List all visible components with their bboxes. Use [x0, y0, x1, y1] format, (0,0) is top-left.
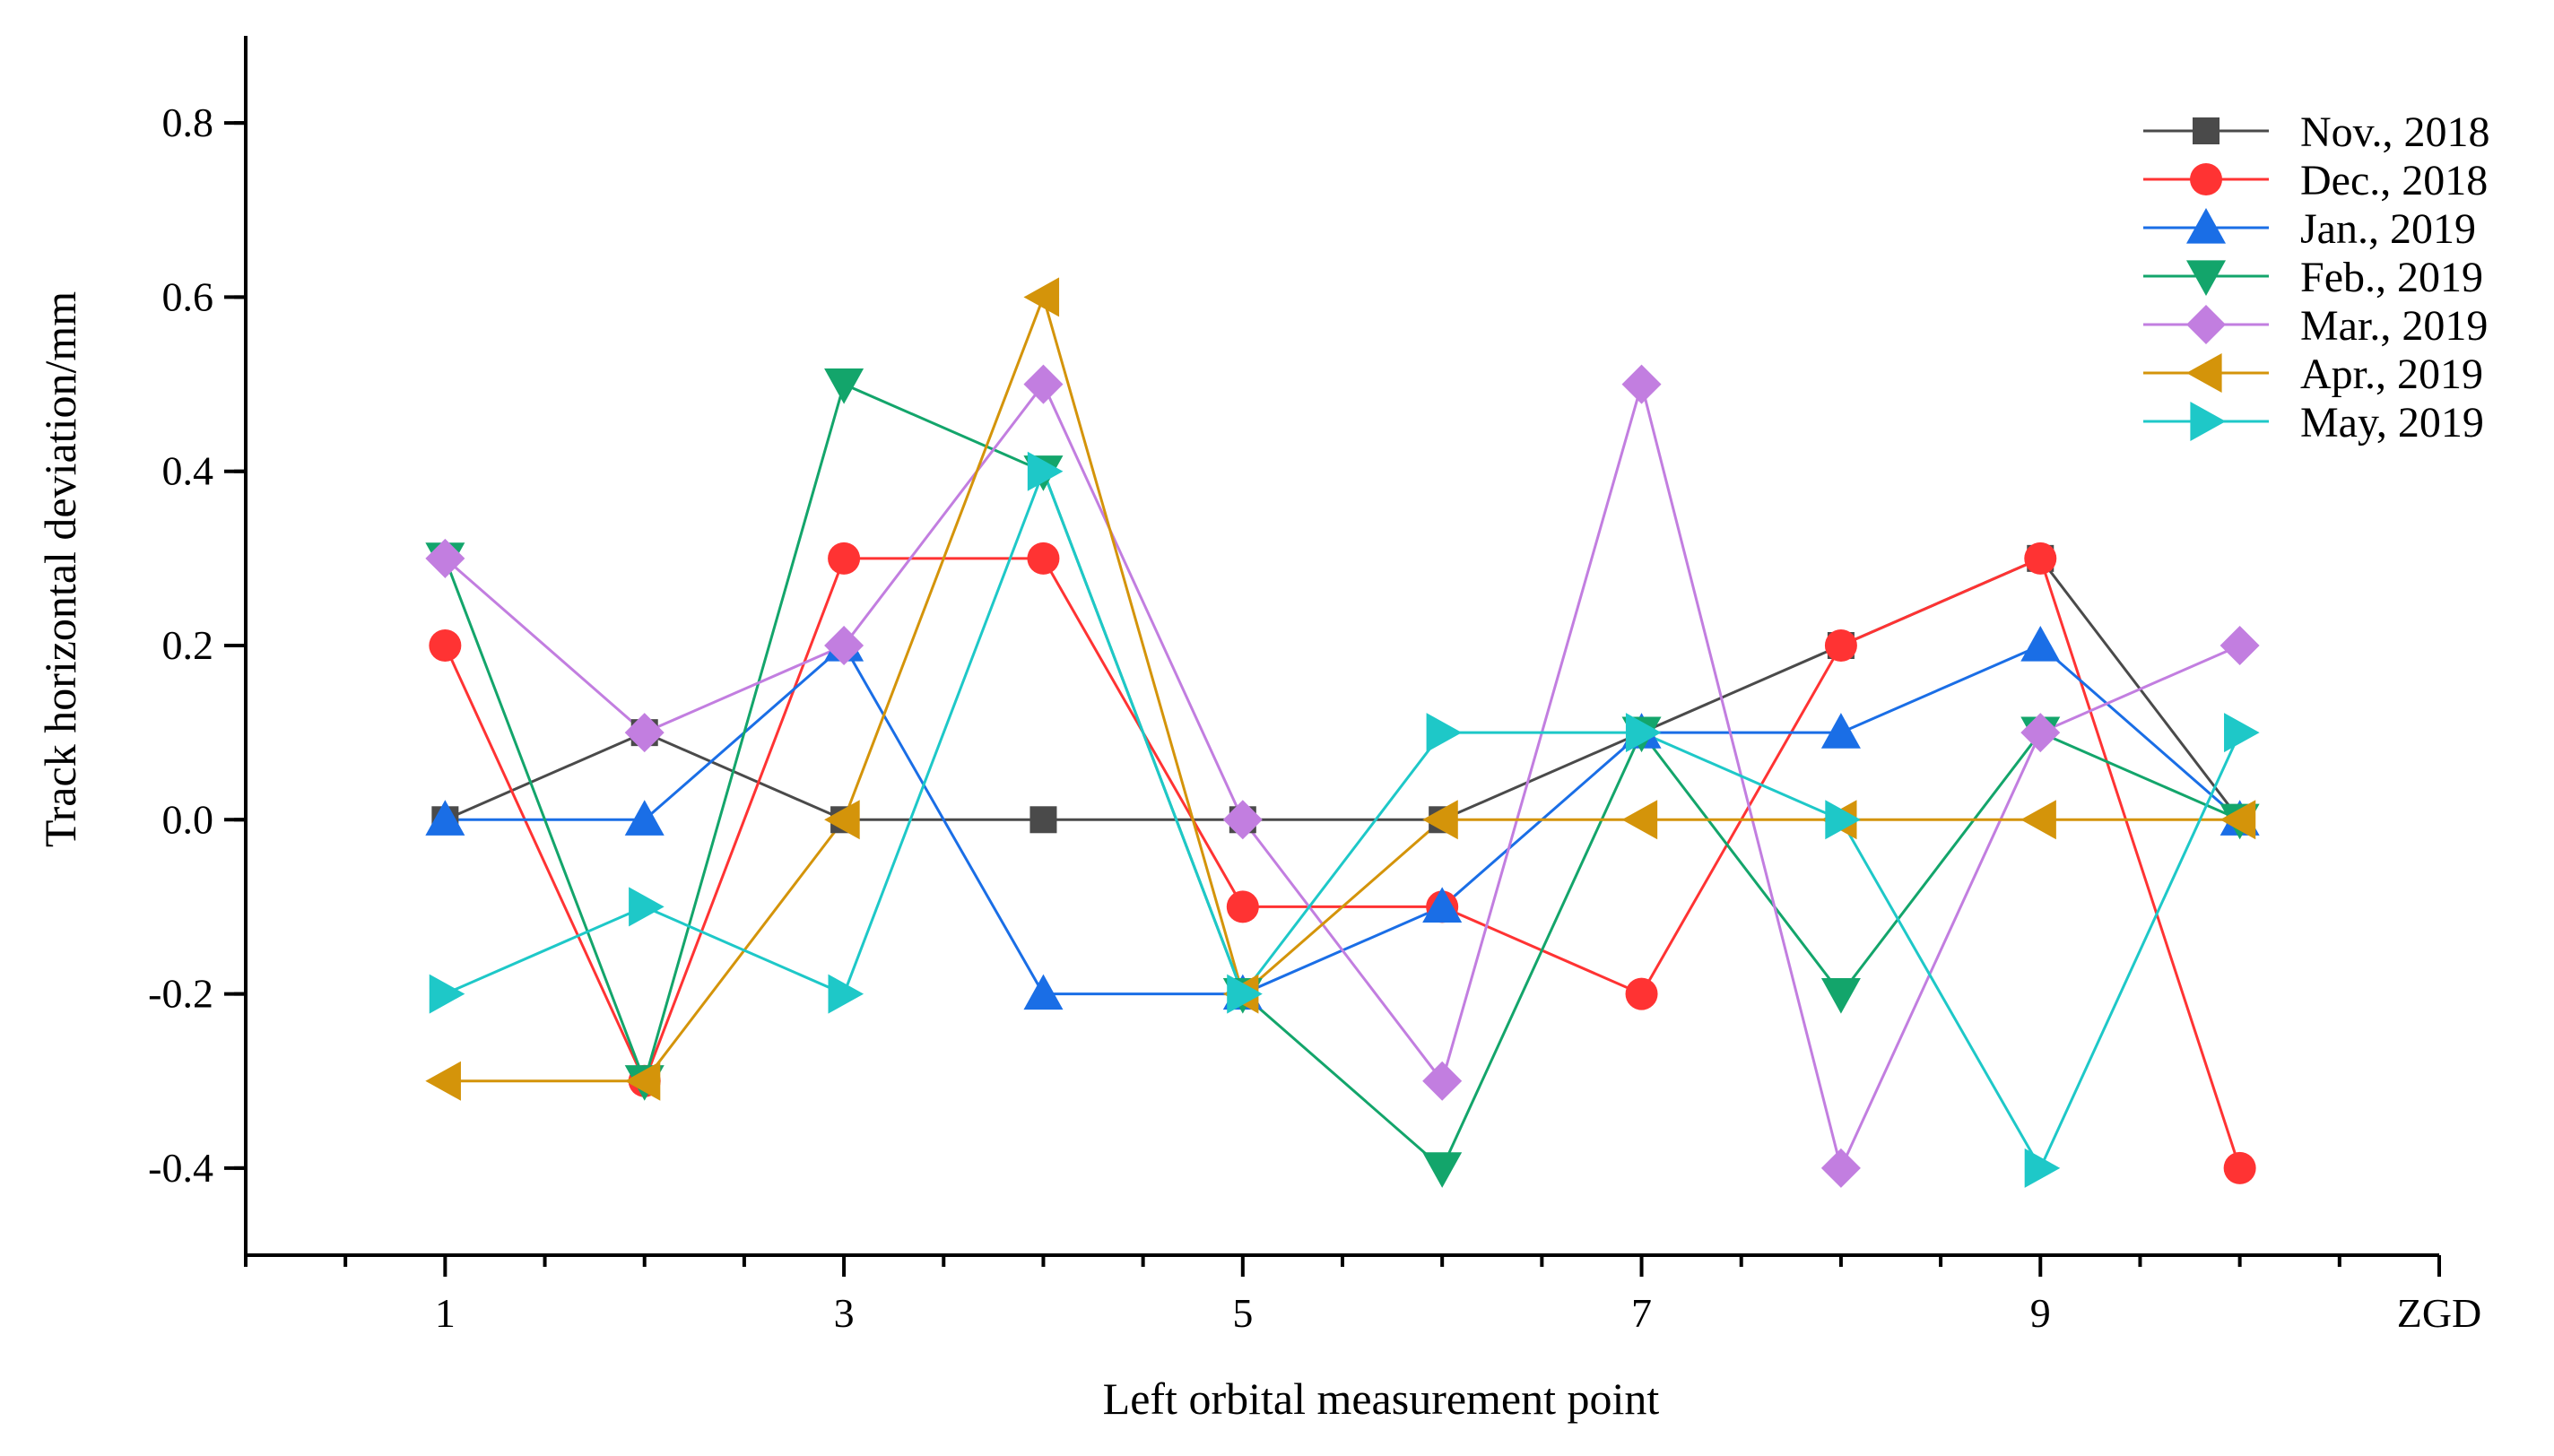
- data-point-may-2019: [1625, 713, 1662, 753]
- y-tick-label: 0.0: [162, 796, 214, 842]
- data-point-jan-2019: [425, 800, 465, 836]
- legend-marker: [2190, 163, 2222, 195]
- data-point-jan-2019: [1422, 887, 1463, 923]
- data-point-dec-2018: [1027, 542, 1060, 575]
- legend-marker: [2193, 117, 2220, 144]
- data-point-mar-2019: [1422, 1061, 1463, 1101]
- data-point-mar-2019: [624, 713, 665, 753]
- data-point-feb-2019: [1422, 1152, 1463, 1188]
- legend-marker: [2190, 402, 2226, 441]
- data-point-may-2019: [828, 974, 864, 1014]
- data-point-mar-2019: [1222, 800, 1263, 840]
- x-tick-label: 9: [2030, 1290, 2051, 1336]
- y-tick-label: 0.4: [162, 448, 214, 494]
- data-point-apr-2019: [425, 1061, 461, 1101]
- x-tick-label: 5: [1232, 1290, 1253, 1336]
- legend-label: Dec., 2018: [2300, 157, 2488, 204]
- x-axis-title: Left orbital measurement point: [1103, 1374, 1660, 1424]
- data-point-dec-2018: [1625, 977, 1658, 1010]
- series-line-mar-2019: [444, 378, 2241, 1173]
- legend-label: Feb., 2019: [2300, 254, 2483, 301]
- legend-marker: [2186, 260, 2226, 296]
- data-point-dec-2018: [2024, 542, 2057, 575]
- data-point-apr-2019: [624, 1061, 661, 1101]
- y-axis-title: Track horizontal deviation/mm: [35, 291, 85, 847]
- legend-label: Apr., 2019: [2300, 351, 2483, 398]
- series-line-may-2019: [444, 467, 2242, 1172]
- y-tick-label: -0.4: [148, 1145, 213, 1191]
- legend-label: May, 2019: [2300, 399, 2484, 446]
- x-tick-label: 1: [435, 1290, 456, 1336]
- data-point-may-2019: [2224, 713, 2260, 753]
- data-point-jan-2019: [2020, 626, 2061, 662]
- data-point-mar-2019: [824, 626, 864, 665]
- legend-label: Nov., 2018: [2300, 108, 2490, 156]
- data-point-mar-2019: [1820, 1148, 1861, 1188]
- data-point-mar-2019: [2220, 626, 2260, 665]
- legend-label: Mar., 2019: [2300, 302, 2488, 350]
- series-line-feb-2019: [443, 382, 2241, 1171]
- data-point-dec-2018: [429, 629, 462, 662]
- data-point-apr-2019: [1422, 800, 1458, 840]
- data-point-jan-2019: [1820, 713, 1861, 749]
- data-point-apr-2019: [1621, 800, 1658, 840]
- data-point-mar-2019: [2020, 713, 2061, 753]
- x-end-label: ZGD: [2397, 1290, 2482, 1336]
- data-point-mar-2019: [1023, 364, 1064, 404]
- data-point-feb-2019: [824, 368, 864, 404]
- legend-marker: [2186, 305, 2226, 344]
- legend-marker: [2186, 208, 2226, 244]
- data-point-may-2019: [1426, 713, 1463, 753]
- data-point-apr-2019: [2220, 800, 2256, 840]
- x-tick-label: 3: [834, 1290, 855, 1336]
- data-point-feb-2019: [1820, 977, 1861, 1014]
- y-tick-label: 0.6: [162, 273, 214, 319]
- y-tick-label: 0.8: [162, 100, 214, 145]
- data-point-dec-2018: [828, 542, 861, 575]
- data-point-apr-2019: [824, 800, 860, 840]
- y-tick-label: 0.2: [162, 622, 214, 668]
- data-point-may-2019: [1825, 800, 1861, 840]
- series-line-nov-2018: [444, 557, 2241, 821]
- series-line-apr-2019: [445, 292, 2240, 1083]
- data-point-dec-2018: [2223, 1151, 2256, 1184]
- data-point-jan-2019: [624, 800, 665, 836]
- data-point-apr-2019: [1023, 277, 1060, 317]
- data-point-nov-2018: [1029, 806, 1057, 834]
- data-point-may-2019: [2024, 1148, 2061, 1188]
- legend-label: Jan., 2019: [2300, 205, 2476, 253]
- y-tick-label: -0.2: [148, 971, 213, 1017]
- x-tick-label: 7: [1631, 1290, 1652, 1336]
- data-point-apr-2019: [2020, 800, 2056, 840]
- data-point-may-2019: [1027, 451, 1064, 491]
- data-point-dec-2018: [1226, 890, 1259, 923]
- legend-marker: [2186, 353, 2222, 393]
- data-point-mar-2019: [425, 538, 465, 578]
- data-point-dec-2018: [1824, 629, 1857, 662]
- data-point-may-2019: [429, 974, 465, 1014]
- data-point-jan-2019: [1023, 974, 1064, 1010]
- data-point-may-2019: [1227, 974, 1263, 1014]
- data-point-may-2019: [629, 887, 665, 927]
- data-point-mar-2019: [1621, 364, 1662, 404]
